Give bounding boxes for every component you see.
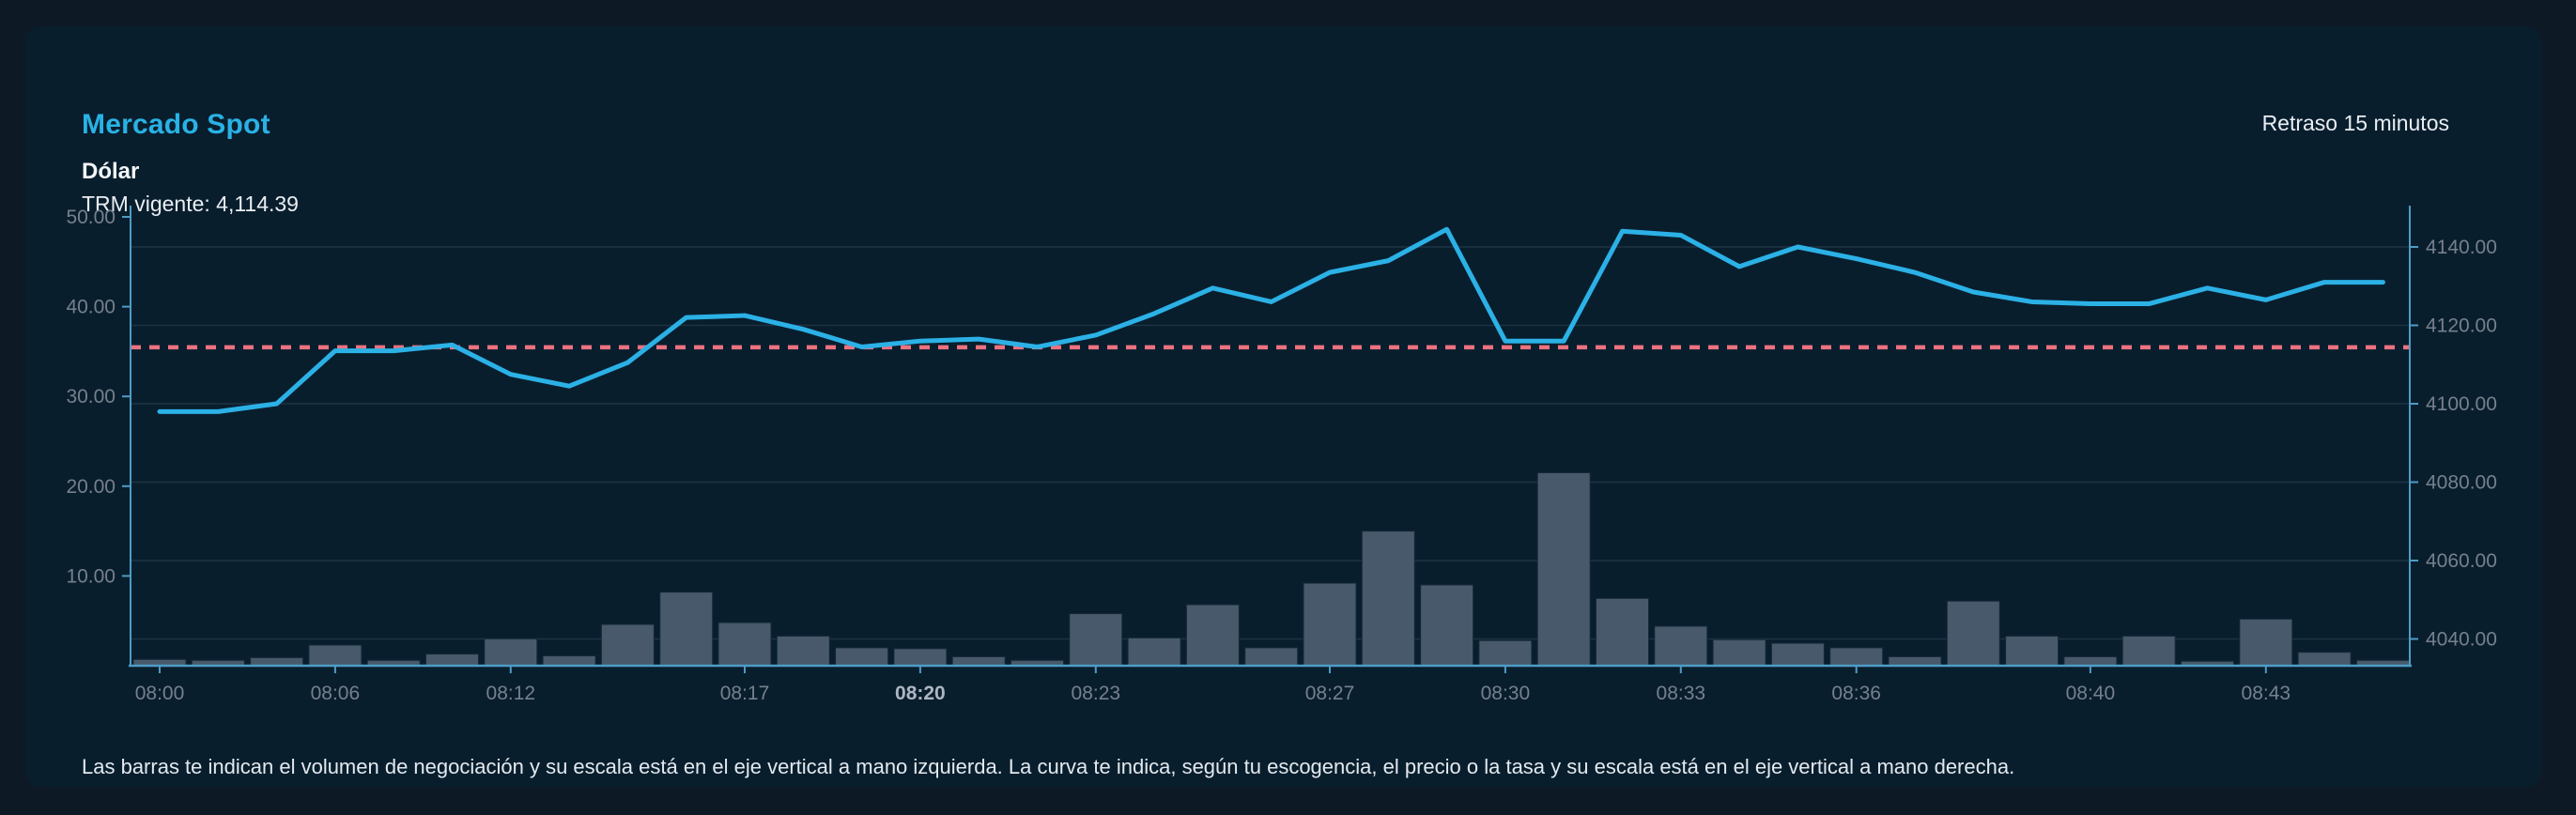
svg-text:08:20: 08:20 xyxy=(895,683,946,704)
svg-text:4100.00: 4100.00 xyxy=(2426,393,2497,415)
svg-text:08:40: 08:40 xyxy=(2066,683,2116,704)
delay-badge: Retraso 15 minutos xyxy=(2261,111,2449,135)
svg-text:20.00: 20.00 xyxy=(66,476,116,498)
svg-text:50.00: 50.00 xyxy=(66,207,116,228)
svg-text:08:30: 08:30 xyxy=(1481,683,1531,704)
svg-text:08:00: 08:00 xyxy=(135,683,185,704)
svg-text:08:43: 08:43 xyxy=(2242,683,2291,704)
svg-text:4040.00: 4040.00 xyxy=(2426,629,2497,651)
instrument-label: Dólar xyxy=(82,159,140,184)
market-card: Mercado Spot Dólar TRM vigente: 4,114.39… xyxy=(25,26,2541,787)
svg-text:08:27: 08:27 xyxy=(1305,683,1355,704)
svg-text:10.00: 10.00 xyxy=(66,565,116,587)
svg-text:40.00: 40.00 xyxy=(66,297,116,318)
svg-text:08:33: 08:33 xyxy=(1657,683,1706,704)
svg-text:4140.00: 4140.00 xyxy=(2426,237,2497,258)
svg-text:08:17: 08:17 xyxy=(720,683,770,704)
svg-text:08:23: 08:23 xyxy=(1072,683,1121,704)
svg-text:4120.00: 4120.00 xyxy=(2426,315,2497,337)
svg-text:4080.00: 4080.00 xyxy=(2426,472,2497,494)
svg-text:08:12: 08:12 xyxy=(486,683,536,704)
page-title: Mercado Spot xyxy=(82,109,270,140)
trm-current-value: TRM vigente: 4,114.39 xyxy=(82,192,299,216)
chart-help-text: Las barras te indican el volumen de nego… xyxy=(82,755,2015,778)
svg-text:08:06: 08:06 xyxy=(311,683,361,704)
svg-text:08:36: 08:36 xyxy=(1831,683,1881,704)
svg-text:30.00: 30.00 xyxy=(66,386,116,408)
svg-text:4060.00: 4060.00 xyxy=(2426,550,2497,572)
